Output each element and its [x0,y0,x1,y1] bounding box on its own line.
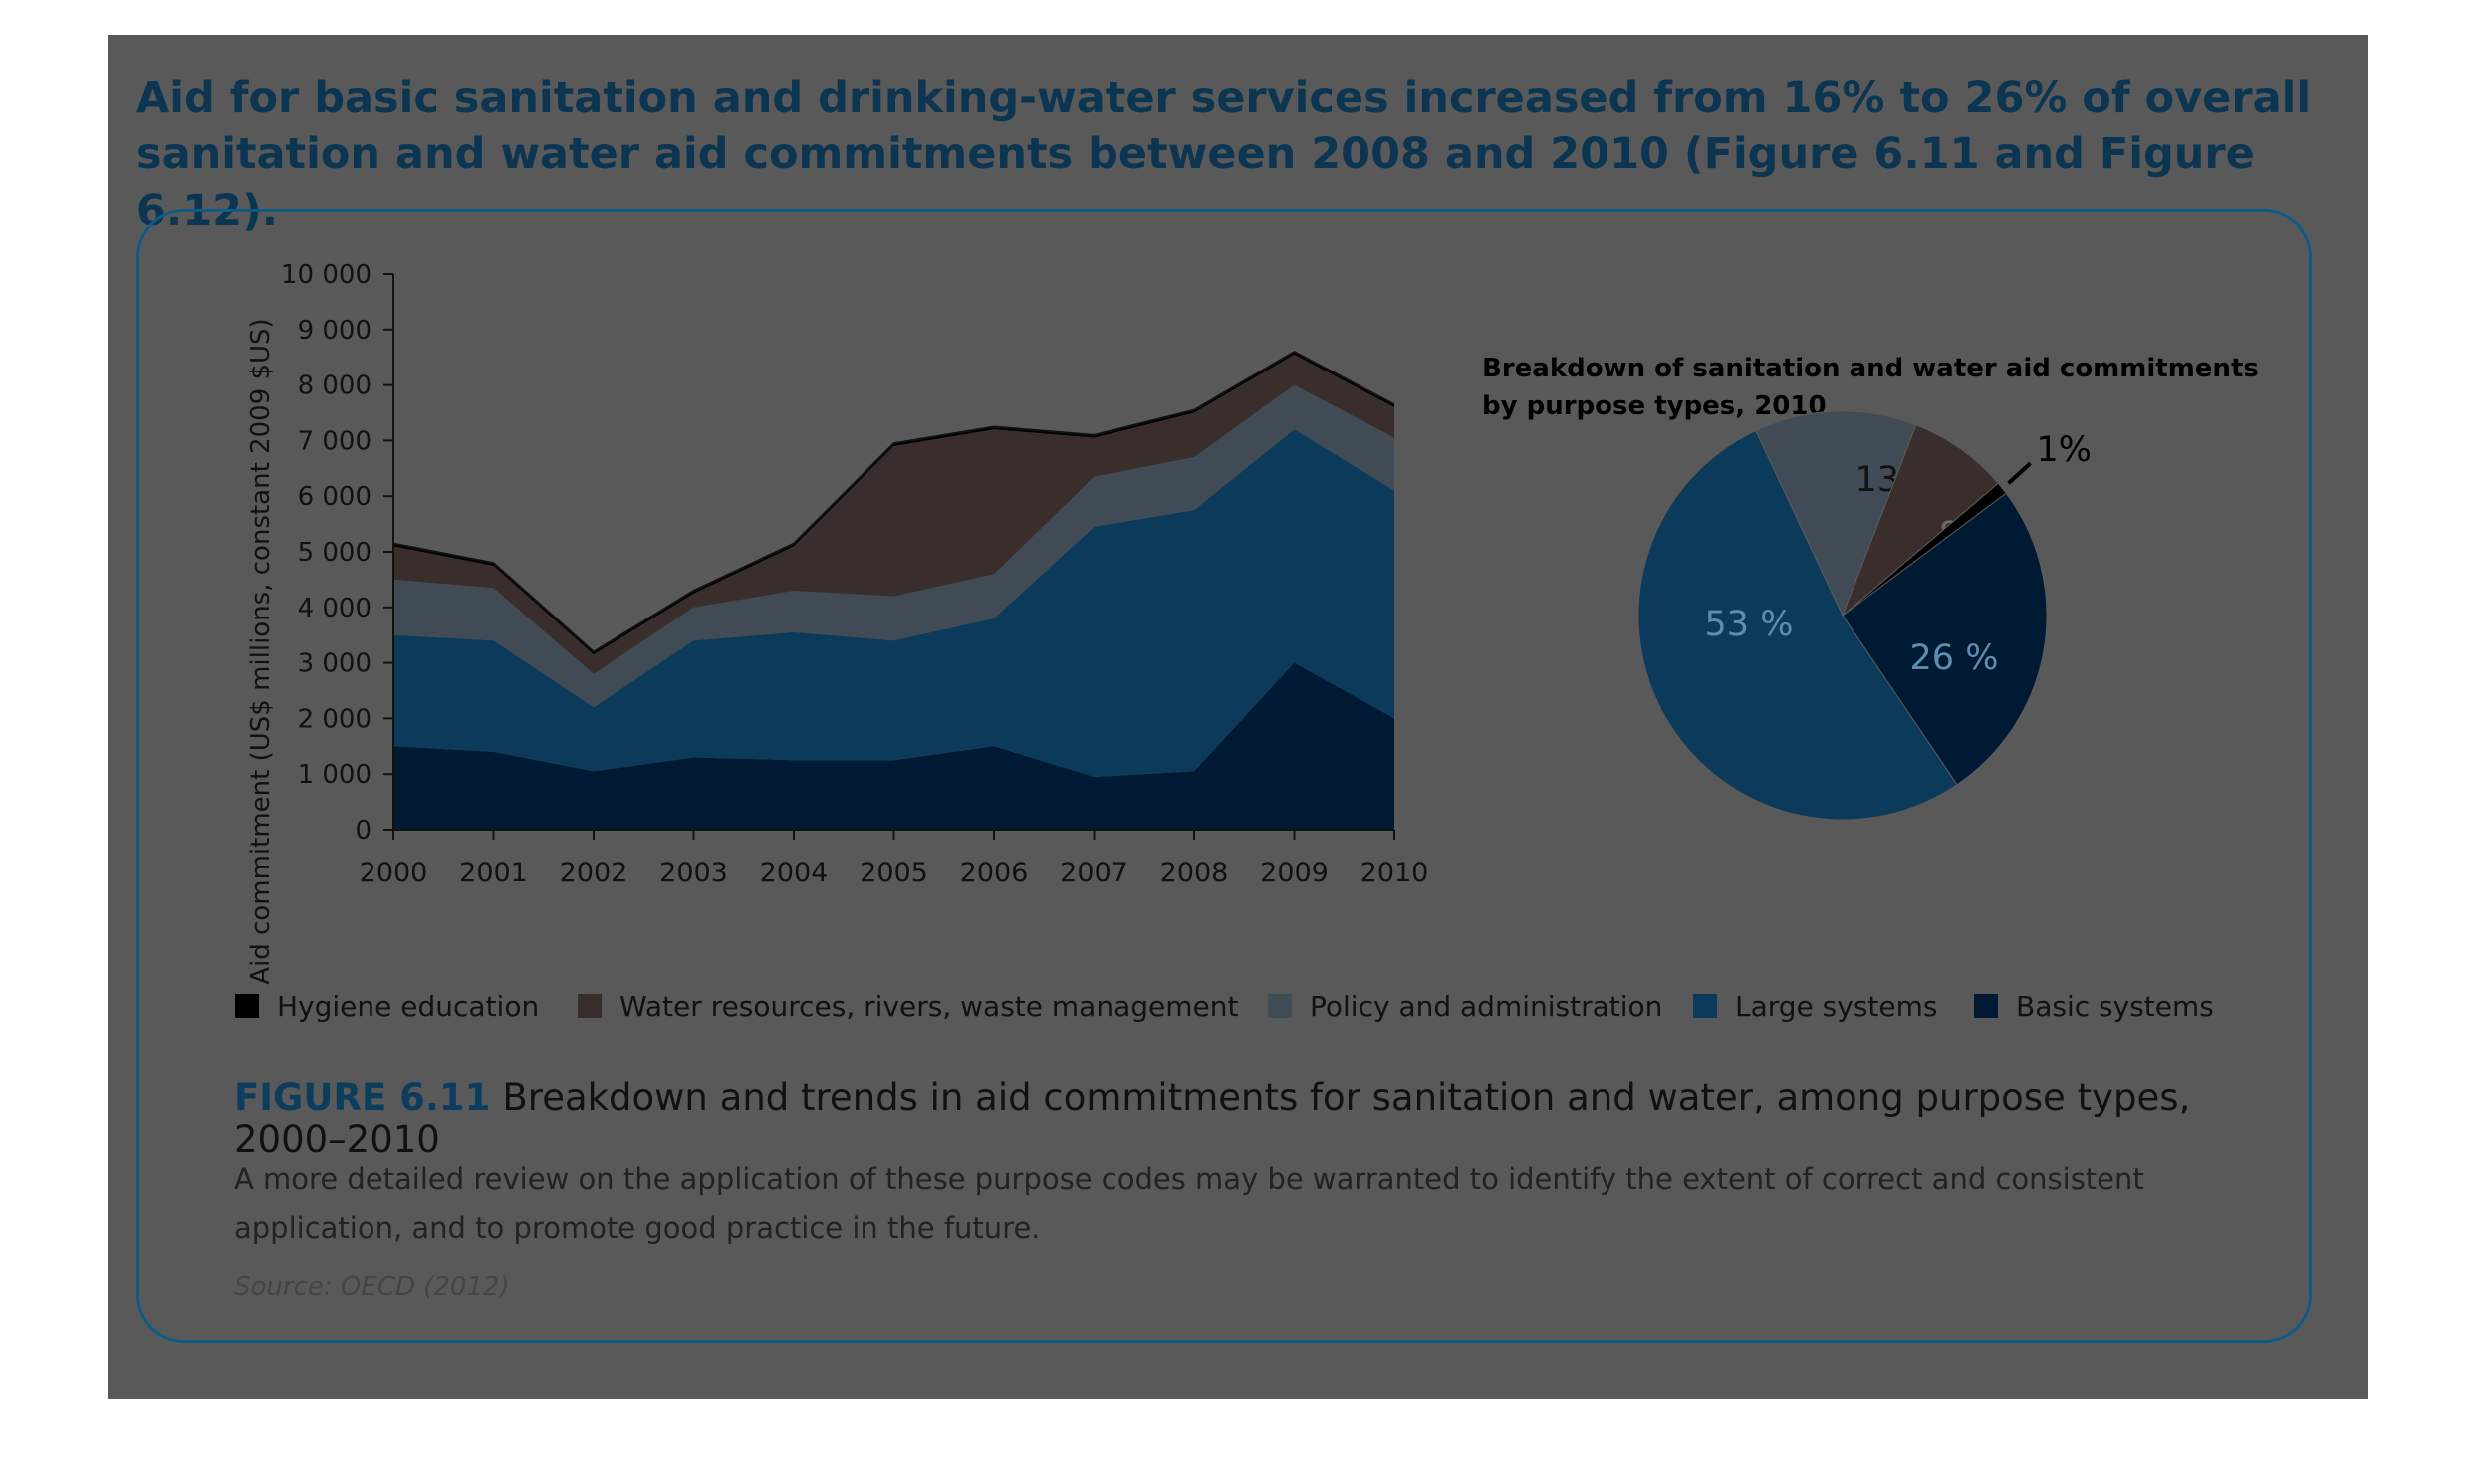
x-tick-label: 2010 [1360,858,1429,888]
legend-label-large-systems: Large systems [1735,989,1938,1023]
legend-label-policy: Policy and administration [1310,989,1663,1023]
x-tick-label: 2007 [1060,858,1128,888]
pie-slice-policy-and-administration [1755,410,1917,618]
x-tick-label: 2002 [560,858,628,888]
x-tick-label: 2008 [1160,858,1229,888]
area-series-policy-and-administration [393,384,1394,708]
x-tick-label: 2004 [760,858,829,888]
x-tick-label: 2005 [860,858,928,888]
legend-item-hygiene: Hygiene education [235,988,539,1024]
x-tick-label: 2006 [960,858,1029,888]
pie-slice-large-systems [1637,429,1958,821]
figure-source: Source: OECD (2012) [234,1272,510,1302]
x-tick-label: 2003 [659,858,728,888]
pie-label-basic-systems: 26 % [1910,638,1999,678]
figure-note: A more detailed review on the applicatio… [234,1162,2144,1245]
y-tick-label: 3 000 [298,649,371,679]
legend-item-basic-systems: Basic systems [1974,988,2214,1024]
area-series-basic-systems [393,662,1394,830]
x-tick-label: 2000 [360,858,428,888]
legend-label-water-resources: Water resources, rivers, waste managemen… [619,989,1239,1023]
page-heading: Aid for basic sanitation and drinking-wa… [136,73,2312,236]
legend-label-basic-systems: Basic systems [2016,989,2214,1023]
legend-swatch-basic-systems [1974,994,1998,1018]
y-tick-label: 10 000 [281,260,371,290]
pie-slice-water-resources-rivers-waste-management [1842,424,1999,617]
legend-swatch-water-resources [578,994,602,1018]
y-axis-title: Aid commitment (US$ millions, constant 2… [246,318,276,984]
legend-item-water-resources: Water resources, rivers, waste managemen… [578,988,1238,1024]
area-series-water-resources-rivers-waste-management [393,354,1394,674]
x-tick-label: 2009 [1260,858,1329,888]
figure-caption-text: Breakdown and trends in aid commitments … [234,1076,2191,1161]
y-tick-label: 2 000 [298,704,371,734]
y-tick-label: 1 000 [298,760,371,790]
figure-caption: FIGURE 6.11 Breakdown and trends in aid c… [234,1076,2286,1161]
y-tick-label: 6 000 [298,482,371,512]
y-tick-label: 5 000 [298,538,371,568]
pie-title: Breakdown of sanitation and water aid co… [1482,354,2259,421]
legend-swatch-policy [1268,994,1292,1018]
y-tick-label: 8 000 [298,371,371,401]
area-total-line [392,350,1395,653]
figure-number: FIGURE 6.11 [234,1076,491,1118]
x-tick-label: 2001 [459,858,528,888]
pie-label-large-systems: 53 % [1705,605,1794,644]
y-tick-label: 0 [355,816,371,846]
pie-slice-basic-systems [1842,492,2048,786]
legend-label-hygiene: Hygiene education [277,989,540,1023]
y-tick-label: 9 000 [298,316,371,346]
legend-item-policy: Policy and administration [1268,988,1662,1024]
y-tick-label: 4 000 [298,594,371,623]
pie-label-hygiene-education: 1% [2037,430,2093,470]
figure-frame [136,209,2312,1343]
y-tick-label: 7 000 [298,426,371,456]
pie-leader-hygiene-education [2007,461,2032,485]
legend-item-large-systems: Large systems [1693,988,1938,1024]
area-series-large-systems [393,429,1394,777]
legend-swatch-large-systems [1693,994,1717,1018]
pie-title-line-2: by purpose types, 2010 [1482,391,1827,421]
legend-swatch-hygiene [235,994,259,1018]
pie-title-line-1: Breakdown of sanitation and water aid co… [1482,354,2259,383]
